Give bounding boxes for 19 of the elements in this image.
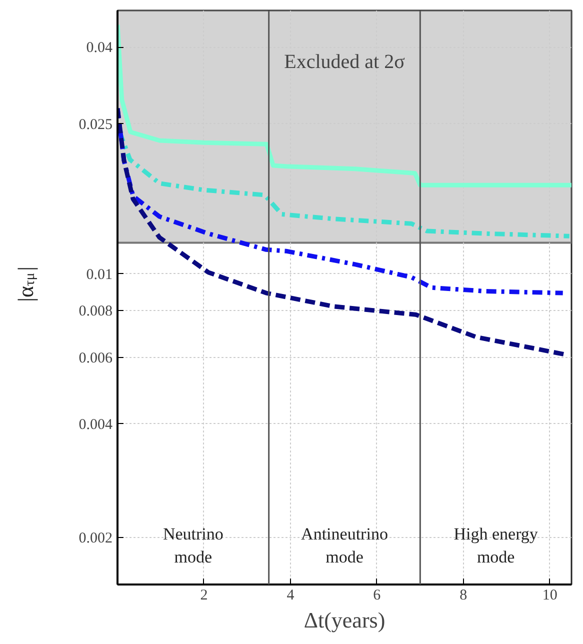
band-label: Excluded at 2σ	[284, 51, 406, 74]
annotation: Antineutrino mode	[301, 524, 388, 566]
y-tick-label: 0.006	[78, 350, 113, 367]
annotation: High energy mode	[454, 524, 538, 566]
x-tick-label: 6	[373, 588, 382, 604]
x-tick-label: 2	[200, 588, 208, 604]
x-tick-label: 4	[286, 588, 295, 604]
x-axis-title: Δt(years)	[304, 608, 386, 632]
x-tick-label: 8	[460, 588, 468, 604]
y-tick-label: 0.01	[86, 266, 112, 283]
y-tick-label: 0.004	[78, 416, 113, 433]
line-series	[118, 22, 572, 188]
y-tick-label: 0.025	[78, 116, 112, 133]
y-tick-label: 0.04	[86, 40, 113, 56]
annotation: Neutrino mode	[162, 524, 224, 566]
y-axis-title: |ατμ|	[13, 266, 38, 302]
y-tick-label: 0.002	[78, 530, 112, 546]
y-tick-label: 0.008	[78, 303, 112, 320]
x-tick-label: 10	[542, 588, 558, 604]
